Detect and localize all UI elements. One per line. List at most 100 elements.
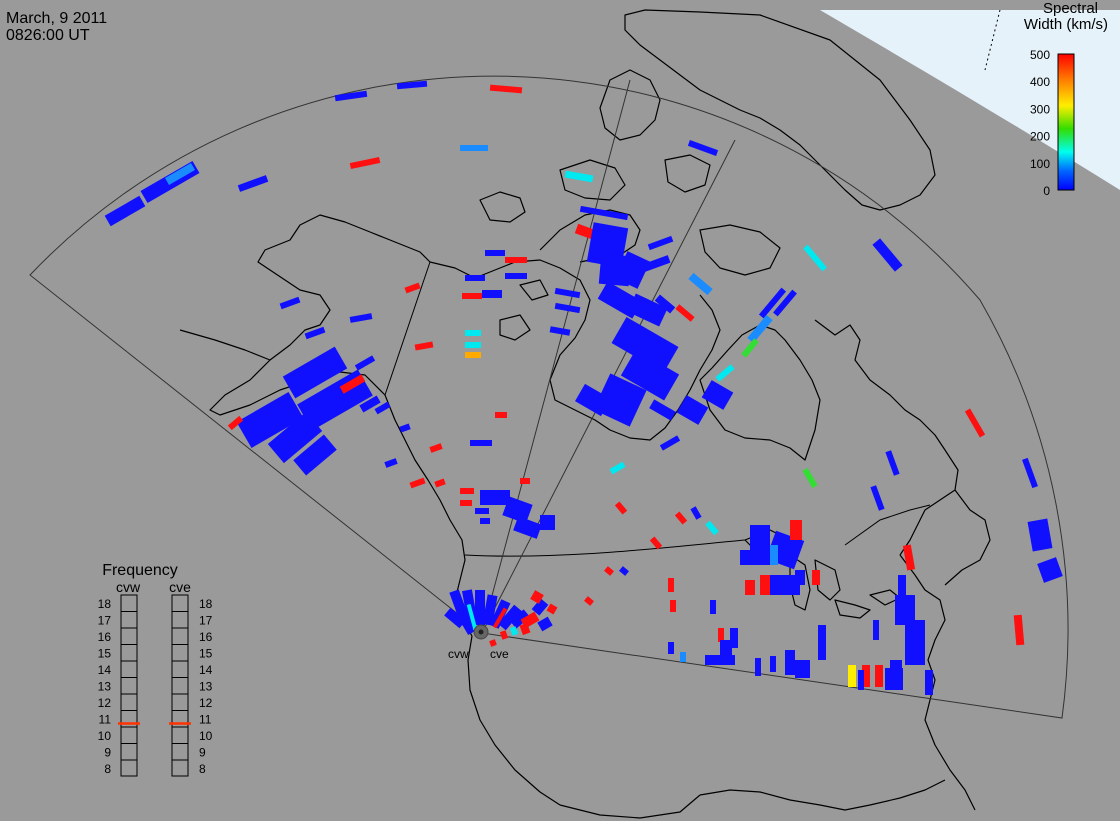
echo-cell xyxy=(457,610,477,636)
echo-cell xyxy=(349,156,381,170)
echo-cell xyxy=(482,290,502,298)
echo-cell xyxy=(710,600,716,614)
echo-cell xyxy=(858,670,864,690)
echo-cell xyxy=(293,434,337,476)
frequency-tick-cvw: 10 xyxy=(98,729,112,743)
echo-cell xyxy=(495,412,507,418)
alaska-coast xyxy=(179,214,473,637)
frequency-tick-cvw: 9 xyxy=(104,746,111,760)
echo-cell xyxy=(279,296,301,310)
echo-cell xyxy=(802,467,818,489)
echo-cell xyxy=(414,341,434,351)
frequency-panel: Frequency cvw cve 18 17 16 15 14 13 12 11 10 9 8 18… xyxy=(98,562,213,777)
frequency-label-cve: cve xyxy=(169,579,191,595)
echo-cell xyxy=(755,658,761,676)
echo-cell xyxy=(237,175,269,192)
echo-cell xyxy=(575,383,611,417)
echo-cell xyxy=(485,250,505,256)
echo-cell xyxy=(304,326,326,340)
echo-cell xyxy=(554,287,581,299)
echo-cell xyxy=(584,596,594,606)
echo-cell xyxy=(334,90,368,102)
echo-cell xyxy=(505,257,527,263)
frequency-column-cve xyxy=(171,594,189,777)
echo-cell xyxy=(354,355,376,371)
echo-cell xyxy=(465,352,481,358)
echo-cell xyxy=(905,620,925,665)
borders xyxy=(384,261,931,557)
echo-cell xyxy=(654,294,676,314)
echo-cell xyxy=(885,450,900,476)
echo-cell xyxy=(1022,457,1038,489)
echo-cell xyxy=(359,395,381,413)
echo-cell xyxy=(770,575,800,595)
echo-cell xyxy=(339,374,366,394)
frequency-tick-cvw: 8 xyxy=(104,762,111,776)
frequency-tick-cvw: 18 xyxy=(98,597,112,611)
echo-cell xyxy=(227,415,244,431)
echo-cell xyxy=(520,478,530,484)
echo-cell xyxy=(604,566,614,576)
echo-cell xyxy=(675,304,695,322)
echo-cell xyxy=(619,566,629,576)
echo-cell xyxy=(745,580,755,595)
colorbar-tick-label: 200 xyxy=(1030,130,1050,144)
us-west-coast-south xyxy=(467,635,561,806)
echo-cell xyxy=(676,395,709,425)
coastlines xyxy=(179,9,991,819)
echo-cell xyxy=(480,518,490,524)
echo-cell xyxy=(862,665,870,687)
time-label: 0826:00 UT xyxy=(6,27,90,44)
terminator-line xyxy=(984,9,1001,71)
echo-cell xyxy=(462,293,482,299)
echo-cell xyxy=(720,640,732,660)
echo-cell xyxy=(236,392,304,448)
frequency-tick-cvw: 15 xyxy=(98,647,112,661)
frequency-tick-cve: 11 xyxy=(199,713,212,727)
echo-cell xyxy=(404,282,421,294)
colorbar-title-line2: Width (km/s) xyxy=(1024,16,1108,33)
radar-label-east: cve xyxy=(490,647,509,661)
labrador-coast xyxy=(814,319,959,556)
echo-cell xyxy=(374,401,391,415)
colorbar-tick-label: 500 xyxy=(1030,48,1050,62)
echo-cell xyxy=(399,423,411,433)
radar-site-center xyxy=(478,629,484,635)
echo-cell xyxy=(1013,614,1025,646)
fov-outline xyxy=(29,75,1069,719)
echo-cell xyxy=(498,604,522,631)
echo-cell xyxy=(611,317,679,373)
echo-cell xyxy=(465,330,481,336)
echo-cell xyxy=(460,500,472,506)
echo-cell xyxy=(758,287,787,319)
hudson-bay xyxy=(699,324,821,461)
frequency-title: Frequency xyxy=(102,562,178,579)
echo-cell xyxy=(475,590,485,625)
echo-cell xyxy=(482,594,498,626)
echo-cell xyxy=(537,616,553,632)
echo-cell xyxy=(875,665,883,687)
echo-cell xyxy=(647,235,674,251)
frequency-tick-cvw: 13 xyxy=(98,680,112,694)
echo-cell xyxy=(593,373,647,427)
echo-cell xyxy=(898,575,906,595)
echo-cell xyxy=(674,511,688,525)
echo-cell xyxy=(349,313,373,323)
echo-cell xyxy=(690,506,702,520)
echo-cell xyxy=(614,501,628,515)
echo-cell xyxy=(475,508,489,514)
echo-cell xyxy=(718,628,724,642)
frequency-tick-cve: 12 xyxy=(199,696,213,710)
echo-cell xyxy=(546,603,558,615)
alaska-canada-border xyxy=(384,261,431,396)
echo-cell xyxy=(668,642,674,654)
echo-cell xyxy=(715,364,735,382)
daylight-region xyxy=(820,10,1120,190)
colorbar: Spectral Width (km/s) 500 400 300 200 100 0 xyxy=(1024,0,1108,198)
echo-cell xyxy=(730,628,738,648)
colorbar-tick-label: 100 xyxy=(1030,157,1050,171)
colorbar-title-line1: Spectral xyxy=(1043,0,1098,17)
echo-cell xyxy=(165,163,195,185)
echo-cell xyxy=(489,639,497,647)
